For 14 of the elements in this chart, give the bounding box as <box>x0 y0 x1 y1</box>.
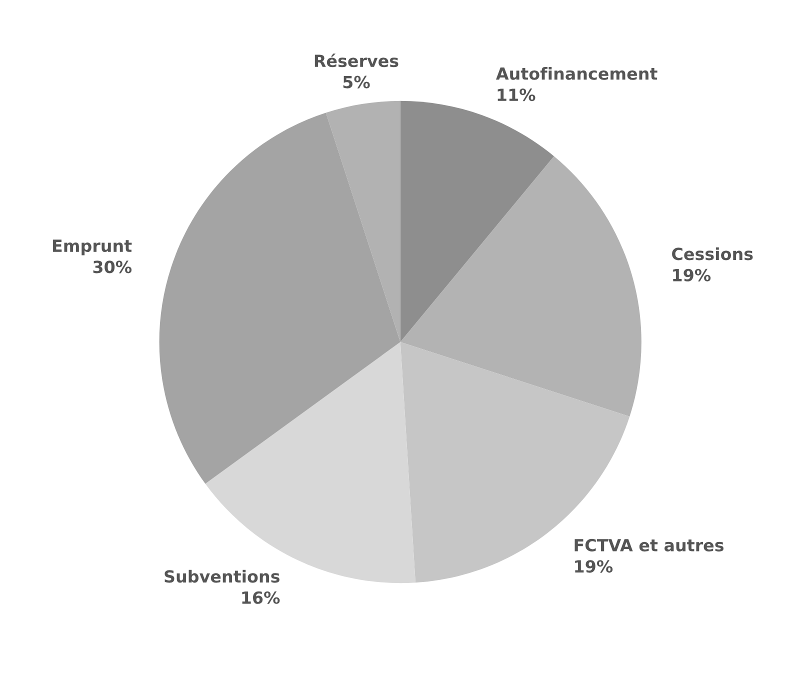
slice-label: FCTVA et autres <box>574 538 724 552</box>
data-label: 11% <box>498 88 536 102</box>
data-label: 5% <box>343 76 370 88</box>
slice-label: Autofinancement <box>496 67 658 80</box>
data-label: 16% <box>242 591 280 604</box>
slice-label: Cessions <box>672 247 753 260</box>
pie-slice <box>159 112 400 484</box>
slice-label: Réserves <box>314 54 398 68</box>
slice-label: Emprunt <box>53 240 132 256</box>
data-label: 30% <box>93 260 132 274</box>
data-label: 19% <box>575 560 613 573</box>
data-label: 19% <box>673 268 711 282</box>
pie-slice <box>400 100 554 342</box>
slice-label: Subventions <box>164 570 280 583</box>
